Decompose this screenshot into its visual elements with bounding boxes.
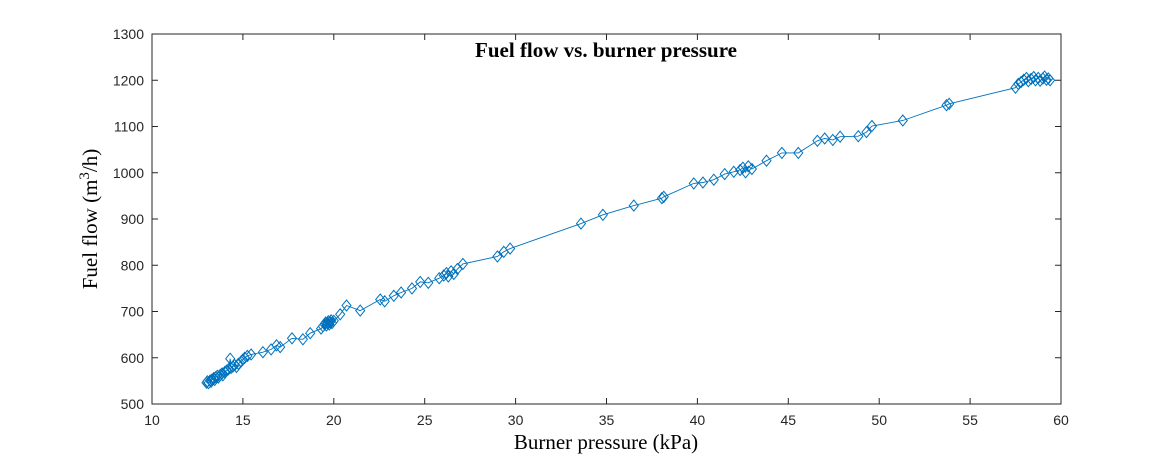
- x-tick-label: 45: [781, 412, 797, 428]
- y-tick-label: 700: [121, 304, 145, 320]
- plot-border: [151, 33, 1062, 405]
- x-axis-label: Burner pressure (kPa): [514, 430, 698, 454]
- x-tick-label: 55: [962, 412, 978, 428]
- series-layer: [201, 70, 1056, 390]
- x-tick-label: 35: [599, 412, 615, 428]
- y-tick-label: 1300: [113, 26, 144, 42]
- y-tick-label: 1100: [114, 119, 144, 135]
- x-tick-label: 60: [1053, 412, 1069, 428]
- x-tick-label: 40: [690, 412, 706, 428]
- x-tick-label: 30: [508, 412, 524, 428]
- y-tick-label: 1200: [113, 72, 144, 88]
- y-axis-label: Fuel flow (m3/h): [77, 149, 102, 289]
- x-tick-label: 10: [144, 412, 160, 428]
- x-tick-label: 25: [417, 412, 433, 428]
- axes-layer: 10 15 20 25 30 35 40 45 50 55 60 500 600 700 800 900 100…: [113, 26, 1069, 428]
- chart-title: Fuel flow vs. burner pressure: [475, 38, 737, 62]
- y-tick-label: 800: [121, 257, 145, 273]
- y-tick-label: 900: [121, 211, 145, 227]
- series-line: [206, 75, 1051, 385]
- y-tick-label: 600: [121, 350, 145, 366]
- x-tick-label: 20: [326, 412, 342, 428]
- y-tick-label: 500: [121, 396, 145, 412]
- x-tick-label: 50: [871, 412, 887, 428]
- x-tick-label: 15: [235, 412, 251, 428]
- y-tick-label: 1000: [113, 165, 144, 181]
- series-markers: [201, 70, 1056, 390]
